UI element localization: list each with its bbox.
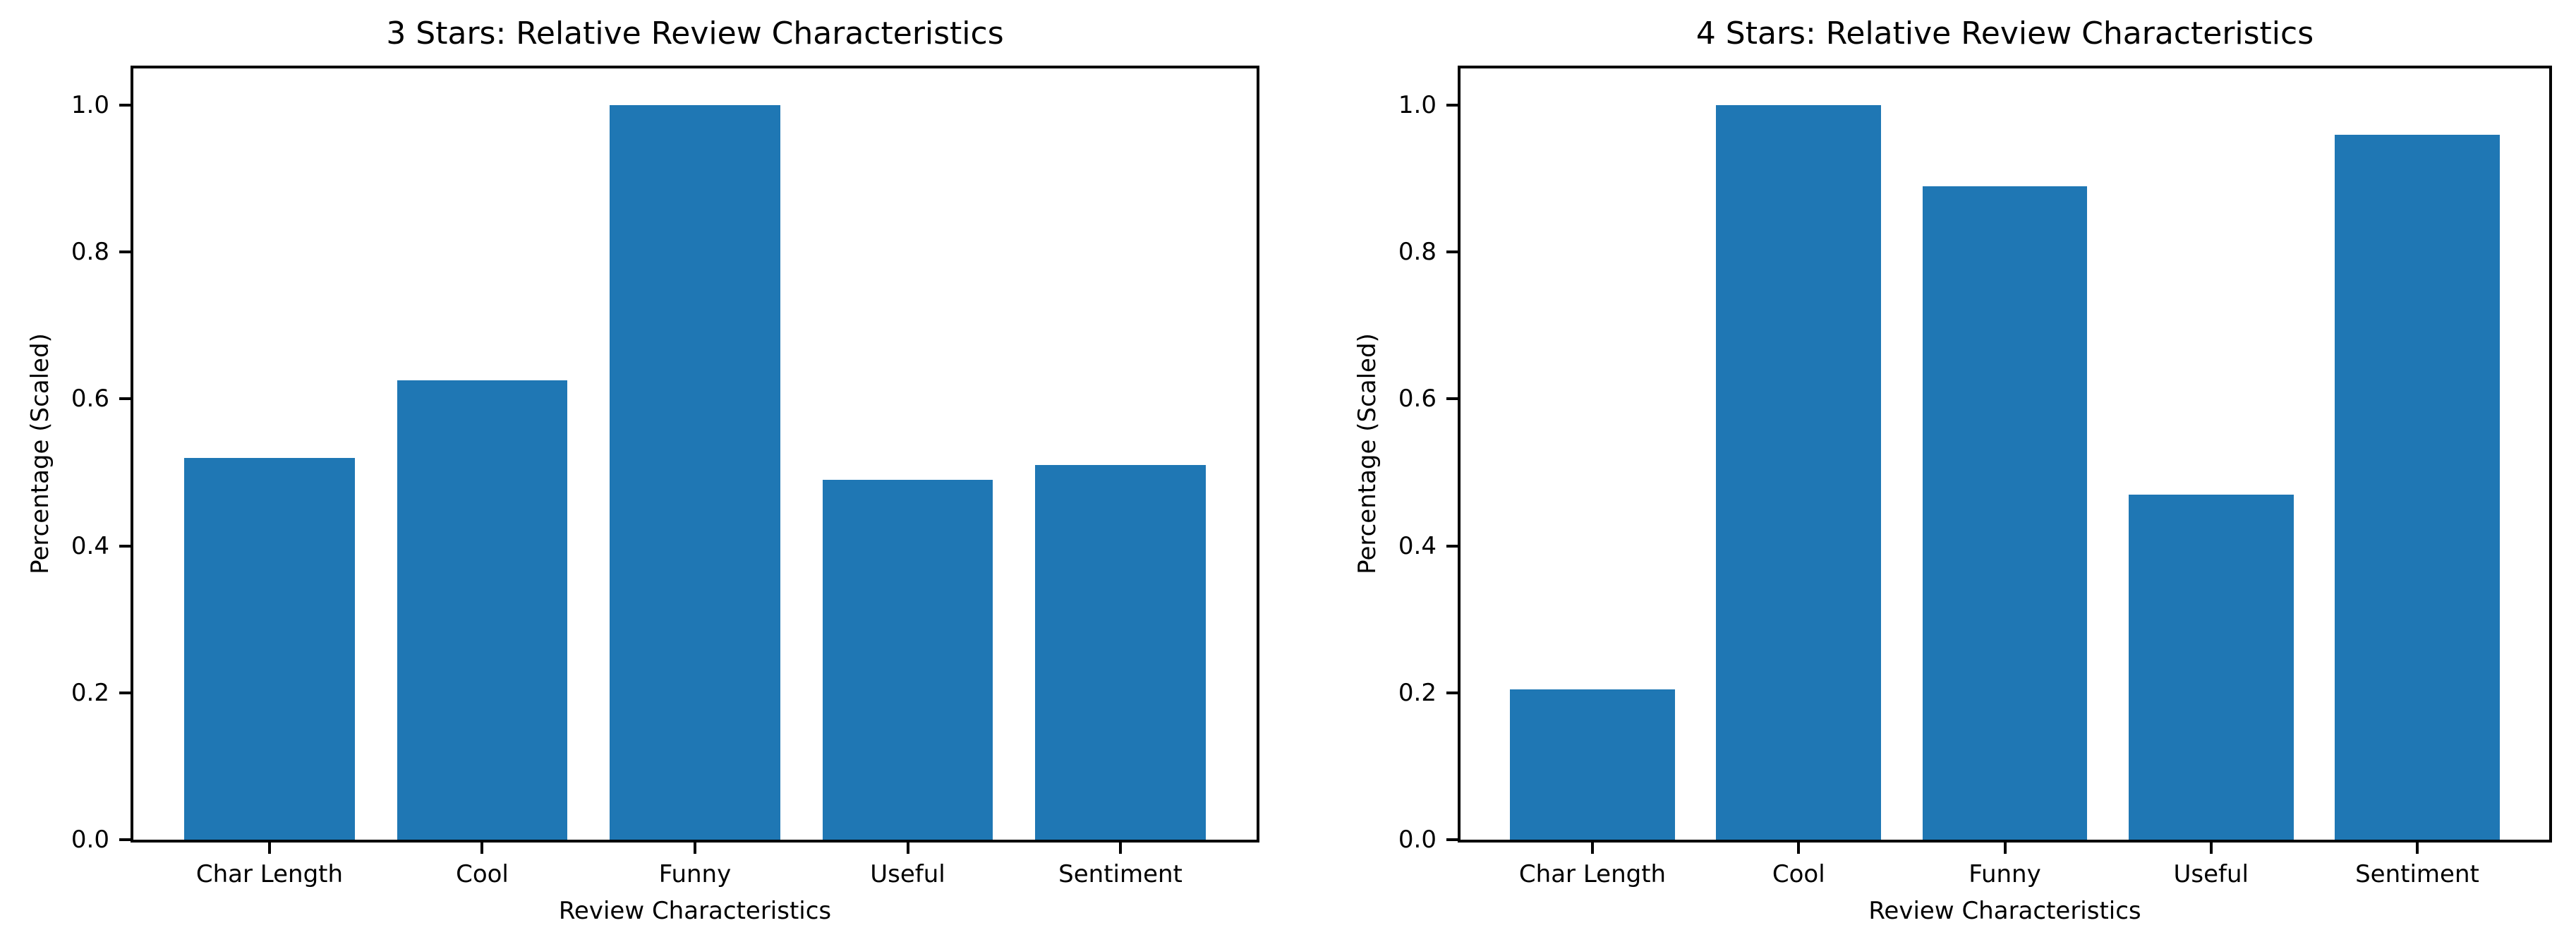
x-tick-mark bbox=[906, 843, 909, 854]
plot-area: 0.0 0.2 0.4 0.6 0.8 1.0 Char Length Cool Funny Us… bbox=[1398, 66, 2552, 888]
bar-funny bbox=[1922, 186, 2088, 840]
y-tick-mark bbox=[1446, 397, 1458, 401]
y-tick-label: 0.6 bbox=[1398, 385, 1437, 413]
plot-area: 0.0 0.2 0.4 0.6 0.8 1.0 Char Length Cool Funny Us… bbox=[71, 66, 1259, 888]
bar-useful bbox=[822, 479, 993, 840]
y-tick-label: 0.4 bbox=[71, 531, 109, 560]
x-axis-label: Review Characteristics bbox=[1868, 897, 2141, 925]
x-tick-mark bbox=[267, 843, 271, 854]
bar-funny bbox=[610, 105, 780, 840]
chart-title: 3 Stars: Relative Review Characteristics bbox=[386, 16, 1004, 52]
y-tick-mark bbox=[1446, 691, 1458, 694]
bar-cool bbox=[1716, 105, 1882, 840]
x-tick-mark bbox=[2415, 843, 2419, 854]
x-tick-label: Char Length bbox=[195, 860, 344, 888]
x-tick-label: Funny bbox=[1969, 860, 2041, 888]
bar-char-length bbox=[184, 457, 355, 840]
y-tick-label: 1.0 bbox=[1398, 91, 1437, 120]
y-tick-label: 0.6 bbox=[71, 385, 109, 413]
y-axis-label: Percentage (Scaled) bbox=[26, 333, 54, 574]
y-tick-label: 0.8 bbox=[71, 238, 109, 267]
y-tick-label: 0.2 bbox=[71, 678, 109, 707]
x-tick-label: Useful bbox=[2173, 860, 2249, 888]
x-tick-mark bbox=[1797, 843, 1801, 854]
x-tick-mark bbox=[480, 843, 484, 854]
y-tick-mark bbox=[1446, 544, 1458, 548]
chart-4-stars: 4 Stars: Relative Review Characteristics… bbox=[1288, 0, 2575, 942]
y-tick-label: 0.0 bbox=[1398, 826, 1437, 854]
y-tick-label: 1.0 bbox=[71, 91, 109, 120]
y-tick-mark bbox=[1446, 838, 1458, 841]
x-tick-mark bbox=[694, 843, 696, 854]
x-tick-mark bbox=[2003, 843, 2007, 854]
bar-cool bbox=[397, 380, 568, 840]
y-tick-mark bbox=[1446, 250, 1458, 254]
y-tick-label: 0.4 bbox=[1398, 531, 1437, 560]
bar-sentiment bbox=[2335, 134, 2500, 840]
y-tick-mark bbox=[119, 397, 131, 401]
y-axis-label: Percentage (Scaled) bbox=[1353, 333, 1381, 574]
y-tick-label: 0.8 bbox=[1398, 238, 1437, 267]
x-tick-label: Funny bbox=[658, 860, 732, 888]
bar-char-length bbox=[1510, 689, 1675, 840]
y-tick-label: 0.2 bbox=[1398, 678, 1437, 707]
y-tick-mark bbox=[119, 544, 131, 548]
x-tick-mark bbox=[1119, 843, 1123, 854]
x-tick-label: Cool bbox=[456, 860, 509, 888]
y-tick-mark bbox=[119, 250, 131, 254]
x-tick-label: Useful bbox=[870, 860, 945, 888]
x-tick-label: Sentiment bbox=[2355, 860, 2479, 888]
y-tick-label: 0.0 bbox=[71, 826, 109, 854]
y-tick-mark bbox=[1446, 104, 1458, 107]
x-tick-mark bbox=[2209, 843, 2213, 854]
y-tick-mark bbox=[119, 838, 131, 841]
chart-title: 4 Stars: Relative Review Characteristics bbox=[1695, 16, 2314, 52]
bar-sentiment bbox=[1035, 465, 1206, 840]
chart-3-stars: 3 Stars: Relative Review Characteristics… bbox=[26, 16, 1259, 925]
x-axis-label: Review Characteristics bbox=[558, 897, 832, 925]
bar-useful bbox=[2128, 494, 2294, 840]
y-tick-mark bbox=[119, 691, 131, 694]
x-tick-label: Char Length bbox=[1518, 860, 1667, 888]
x-tick-mark bbox=[1591, 843, 1595, 854]
y-tick-mark bbox=[119, 104, 131, 107]
x-tick-label: Sentiment bbox=[1058, 860, 1183, 888]
x-tick-label: Cool bbox=[1772, 860, 1825, 888]
